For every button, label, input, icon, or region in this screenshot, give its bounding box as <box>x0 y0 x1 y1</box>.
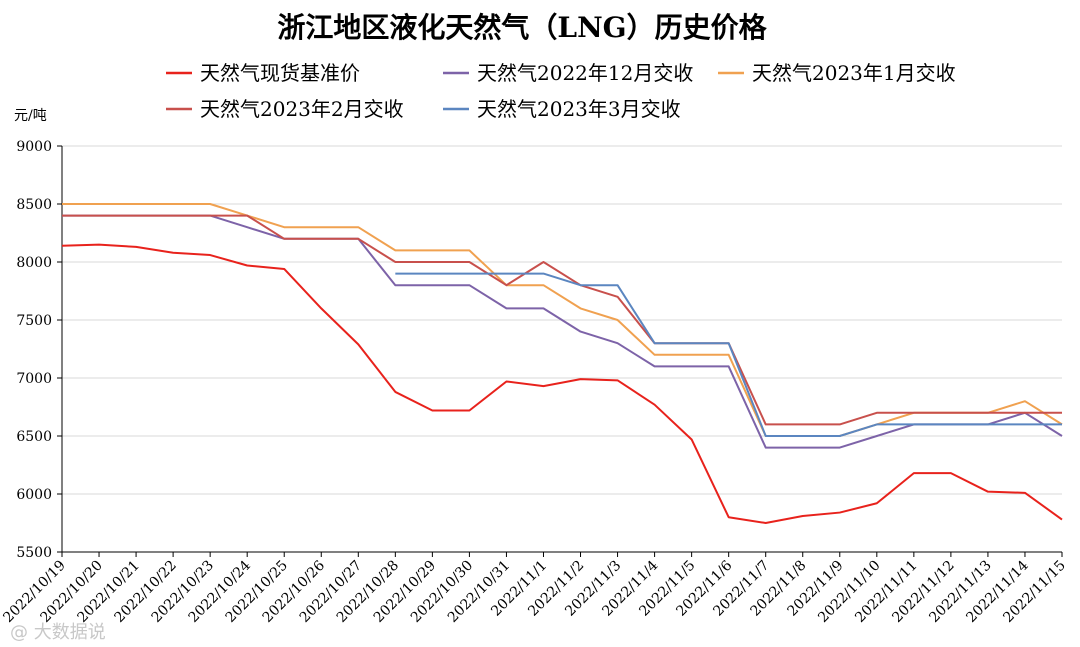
y-tick-labels: 5500 6000 6500 7000 7500 8000 8500 9000 <box>16 139 52 561</box>
legend-label-0: 天然气现货基准价 <box>200 61 360 85</box>
y-tick-label: 8000 <box>16 255 52 271</box>
legend-label-4: 天然气2023年3月交收 <box>477 97 681 121</box>
y-tick-label: 7000 <box>16 371 52 387</box>
chart-title: 浙江地区液化天然气（LNG）历史价格 <box>277 11 767 44</box>
y-tick-label: 9000 <box>16 139 52 155</box>
y-tick-label: 8500 <box>16 197 52 213</box>
series-lines <box>61 203 1063 524</box>
y-tick-label: 7500 <box>16 313 52 329</box>
legend-label-3: 天然气2023年2月交收 <box>200 97 404 121</box>
series-line-3 <box>62 214 1062 426</box>
legend: 天然气现货基准价 天然气2022年12月交收 天然气2023年1月交收天然气2023… <box>166 61 956 121</box>
y-tick-label: 5500 <box>16 545 52 561</box>
watermark: @ 大数据说 <box>10 622 106 643</box>
y-tick-label: 6500 <box>16 429 52 445</box>
series-line-1 <box>62 214 1063 449</box>
legend-label-2: 天然气2023年1月交收 <box>752 61 956 85</box>
y-tick-label: 6000 <box>16 487 52 503</box>
y-axis-unit-label: 元/吨 <box>14 108 47 124</box>
x-tick-labels: 2022/10/192022/10/202022/10/212022/10/22… <box>0 557 1068 625</box>
series-line-4 <box>395 272 1062 437</box>
axes <box>57 145 1063 557</box>
series-line-0 <box>61 243 1063 524</box>
series-line-2 <box>62 203 1063 437</box>
gridlines <box>62 145 1062 495</box>
legend-label-1: 天然气2022年12月交收 <box>477 61 693 85</box>
